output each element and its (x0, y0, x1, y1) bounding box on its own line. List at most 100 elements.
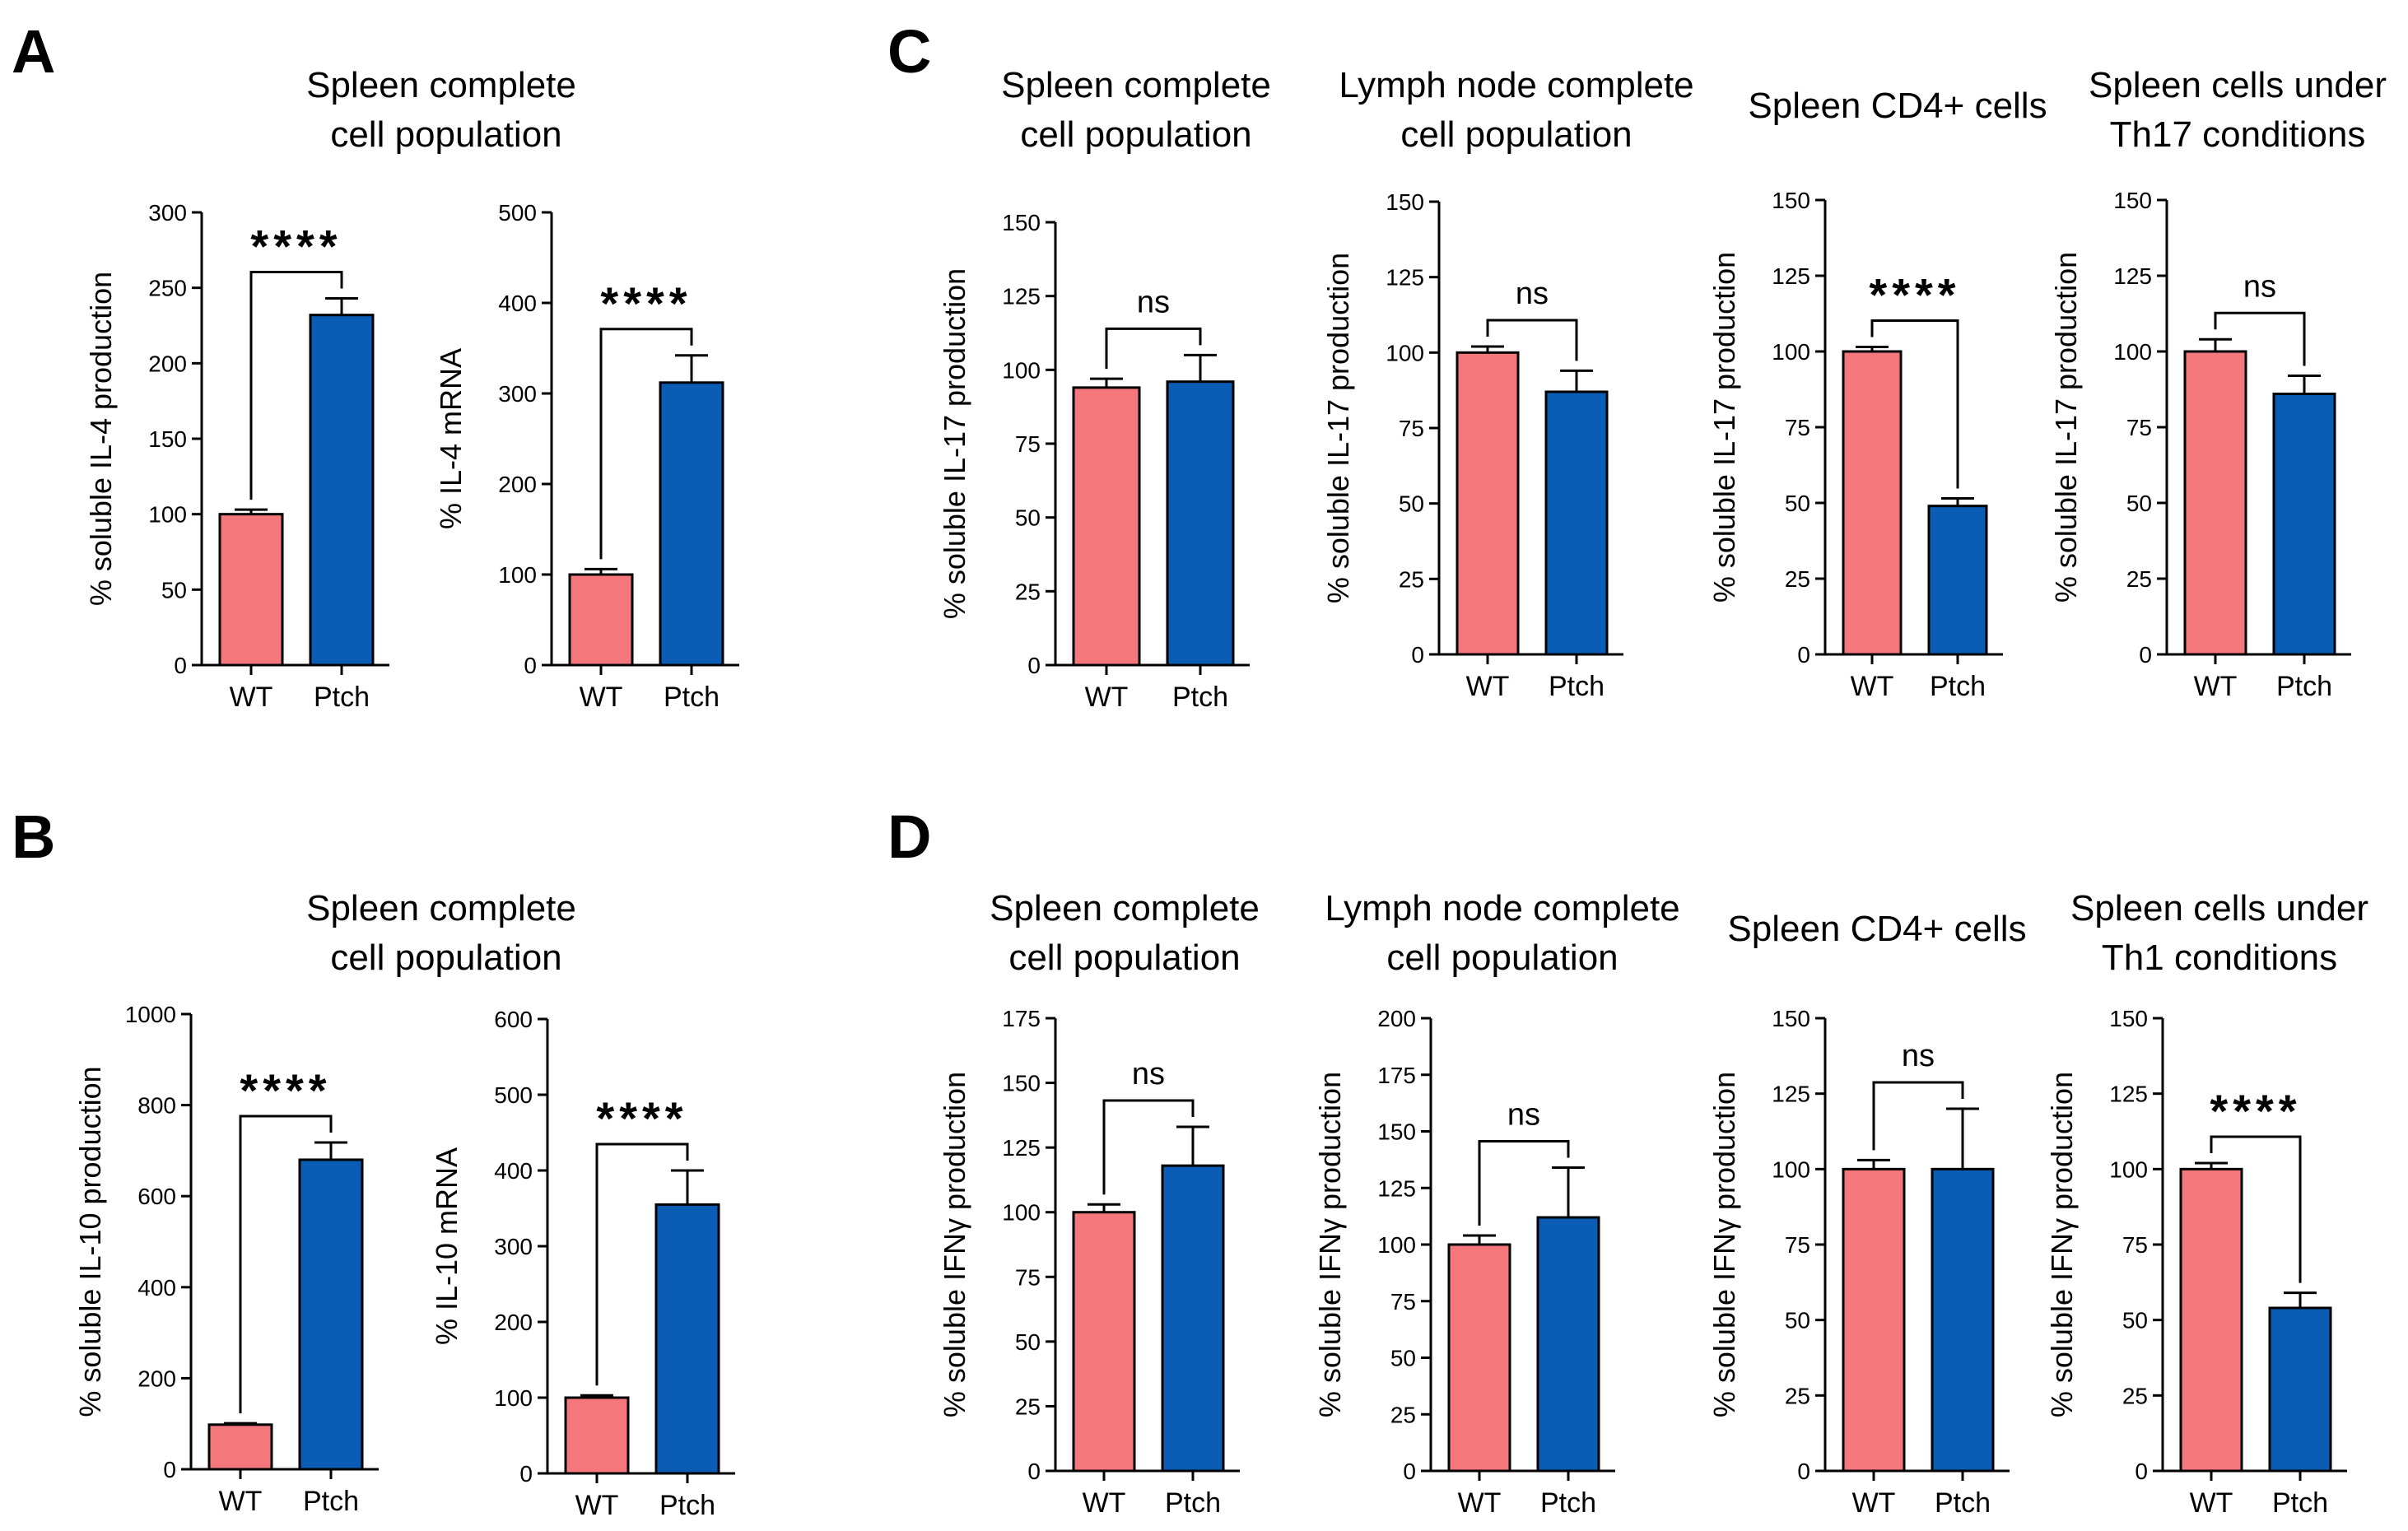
significance-bracket (239, 1115, 333, 1414)
significance-label: **** (596, 1092, 687, 1144)
x-tick-label: Ptch (1172, 682, 1228, 713)
x-tick-label: WT (219, 1486, 263, 1517)
y-tick-label: 175 (1002, 1006, 1041, 1031)
y-tick-label: 50 (2122, 1308, 2148, 1333)
y-axis-label: % IL-4 mRNA (434, 348, 468, 529)
y-tick-label: 0 (1027, 1459, 1041, 1484)
y-tick-label: 25 (2126, 566, 2152, 592)
x-tick-label: Ptch (2276, 671, 2332, 702)
bar-wt (1072, 1211, 1136, 1473)
chart-title-line: Spleen CD4+ cells (1748, 86, 2047, 126)
y-axis-label: % soluble IL-4 production (84, 272, 118, 606)
chart-title-line: Lymph node complete (1325, 888, 1679, 928)
significance-label: ns (1137, 285, 1170, 319)
y-tick-label: 125 (1386, 265, 1424, 291)
y-tick-label: 100 (2113, 339, 2152, 365)
significance-label: **** (600, 277, 692, 329)
y-tick-label: 125 (1772, 263, 1810, 289)
y-tick-label: 500 (498, 200, 537, 226)
bar-ptch (1536, 1216, 1600, 1473)
significance-label: ns (1507, 1098, 1540, 1133)
y-tick-label: 50 (1390, 1346, 1416, 1371)
y-tick-label: 50 (161, 577, 187, 603)
y-tick-label: 75 (2126, 415, 2152, 440)
y-tick-label: 100 (1386, 340, 1424, 365)
x-tick-label: Ptch (659, 1490, 715, 1521)
y-tick-label: 75 (1015, 1264, 1041, 1290)
y-tick-label: 50 (1399, 491, 1424, 517)
chart-title-line: cell population (1020, 114, 1251, 155)
x-tick-label: Ptch (1540, 1487, 1596, 1519)
chart-c2: Lymph node complete cell population 0 25 50 7… (1321, 65, 1694, 702)
bar-wt (207, 1423, 273, 1471)
y-tick-label: 50 (1015, 1329, 1041, 1355)
chart-title-line: cell population (1008, 938, 1240, 978)
y-axis-label: % soluble IL-10 production (73, 1066, 107, 1417)
y-tick-label: 0 (524, 653, 537, 678)
chart-title-line: Lymph node complete (1339, 65, 1693, 105)
bar-ptch (298, 1158, 364, 1471)
chart-title-line: cell population (1386, 938, 1618, 978)
y-tick-label: 200 (1377, 1006, 1416, 1031)
bar-wt (218, 513, 284, 667)
y-tick-label: 25 (1785, 566, 1810, 592)
significance-bracket (249, 271, 343, 500)
y-tick-label: 125 (2109, 1082, 2148, 1107)
significance-label: ns (1516, 277, 1549, 311)
significance-bracket (599, 328, 693, 560)
panel-b-title-line1: Spleen complete (306, 888, 576, 928)
y-tick-label: 125 (1772, 1082, 1810, 1107)
y-tick-label: 100 (1772, 1156, 1810, 1182)
y-tick-label: 500 (494, 1082, 533, 1108)
y-tick-label: 0 (163, 1457, 176, 1482)
bar-wt (564, 1396, 630, 1475)
y-tick-label: 150 (1002, 210, 1041, 235)
y-tick-label: 150 (1002, 1071, 1041, 1096)
y-tick-label: 0 (1403, 1459, 1416, 1484)
x-tick-label: WT (1085, 682, 1129, 713)
y-tick-label: 100 (1772, 339, 1810, 365)
chart-a1: 0 50 100 150 200 250 300 WT Ptch **** % soluble IL… (84, 200, 389, 713)
y-tick-label: 600 (494, 1007, 533, 1032)
x-tick-label: WT (2190, 1487, 2233, 1519)
y-tick-label: 100 (1002, 1200, 1041, 1226)
y-tick-label: 150 (2109, 1006, 2148, 1031)
significance-bracket (1872, 1081, 1964, 1151)
y-tick-label: 150 (1377, 1119, 1416, 1145)
chart-title-line: Spleen CD4+ cells (1727, 909, 2026, 949)
panel-b-title-line2: cell population (330, 938, 561, 978)
chart-title-line: Spleen complete (1001, 65, 1271, 105)
chart-a2: 0 100 200 300 400 500 WT Ptch **** % IL-4 mRNA (434, 200, 739, 713)
y-tick-label: 50 (2126, 491, 2152, 516)
x-tick-label: WT (580, 682, 623, 713)
bar-wt (1842, 1167, 1906, 1473)
chart-c4: Spleen cells under Th17 conditions 0 25 50 75… (2049, 65, 2387, 702)
y-axis-label: % soluble IFNγ production (1707, 1072, 1741, 1417)
y-tick-label: 125 (1002, 1135, 1041, 1161)
panel-letter-c: C (887, 17, 931, 86)
panel-a-title-line1: Spleen complete (306, 65, 576, 105)
x-tick-label: Ptch (1549, 671, 1605, 702)
y-axis-label: % soluble IFNγ production (1313, 1072, 1347, 1417)
y-tick-label: 800 (137, 1093, 176, 1119)
y-tick-label: 75 (1785, 1232, 1810, 1258)
y-tick-label: 300 (494, 1234, 533, 1259)
y-tick-label: 75 (1390, 1289, 1416, 1315)
y-tick-label: 75 (2122, 1232, 2148, 1258)
y-tick-label: 0 (2135, 1459, 2148, 1484)
y-tick-label: 150 (1772, 188, 1810, 213)
y-tick-label: 1000 (125, 1002, 176, 1027)
y-tick-label: 175 (1377, 1063, 1416, 1088)
chart-c3: Spleen CD4+ cells 0 25 50 75 100 125 150 WT Ptch *… (1707, 86, 2047, 702)
y-tick-label: 50 (1785, 1308, 1810, 1333)
y-tick-label: 25 (1785, 1383, 1810, 1408)
y-axis-label: % soluble IL-17 production (938, 268, 971, 619)
x-tick-label: WT (2194, 671, 2238, 702)
y-tick-label: 25 (1390, 1402, 1416, 1427)
chart-d1: Spleen complete cell population 0 25 50 75 100… (938, 888, 1260, 1519)
y-tick-label: 125 (1002, 284, 1041, 309)
x-tick-label: WT (575, 1490, 619, 1521)
significance-label: ns (1132, 1057, 1165, 1091)
x-tick-label: Ptch (1165, 1487, 1221, 1519)
